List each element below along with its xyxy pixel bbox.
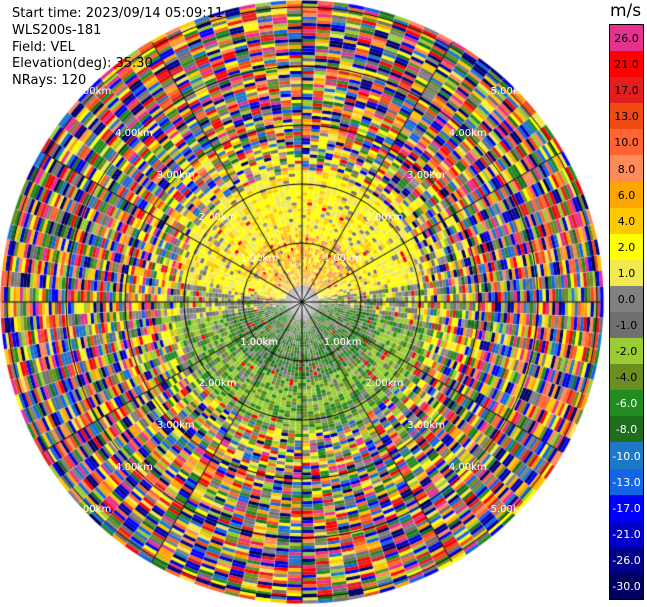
colorbar-segment — [610, 285, 643, 313]
range-ring-label: 1.00km — [323, 253, 362, 265]
colorbar-segment — [610, 338, 643, 365]
colorbar-tick-label: 17.0 — [614, 84, 639, 98]
colorbar-segment — [610, 233, 643, 261]
range-ring-label: 1.00km — [323, 336, 362, 348]
colorbar-tick-label: -4.0 — [615, 371, 638, 385]
colorbar-tick-label: 21.0 — [614, 58, 639, 72]
colorbar-segment — [610, 390, 643, 417]
colorbar-tick-label: 8.0 — [617, 162, 636, 176]
colorbar-segment — [610, 442, 643, 470]
colorbar-tick-label: -10.0 — [612, 449, 641, 463]
elevation-text: Elevation(deg): 35.30 — [12, 56, 153, 71]
colorbar-tick-label: 4.0 — [617, 214, 636, 228]
colorbar-segment — [610, 155, 643, 183]
colorbar-segment — [610, 25, 643, 52]
range-ring-label: 5.00km — [490, 86, 529, 98]
colorbar-segment — [610, 51, 643, 78]
colorbar-tick-label: -17.0 — [612, 501, 641, 515]
colorbar-segment — [610, 207, 643, 235]
range-ring-label: 4.00km — [448, 461, 487, 473]
start-time-text: Start time: 2023/09/14 05:09:11 — [12, 6, 224, 21]
range-ring-label: 2.00km — [365, 211, 404, 223]
range-ring-label: 4.00km — [448, 128, 487, 140]
range-ring-label: 3.00km — [156, 420, 195, 432]
colorbar-tick-label: 0.0 — [617, 292, 636, 306]
instrument-name-text: WLS200s-181 — [12, 23, 102, 38]
colorbar-tick-label: -8.0 — [615, 423, 638, 437]
colorbar-segment — [610, 103, 643, 130]
colorbar-tick-label: -26.0 — [612, 553, 641, 567]
colorbar-tick-label: -6.0 — [615, 397, 638, 411]
colorbar-tick-label: 13.0 — [614, 110, 639, 124]
colorbar-tick-label: -21.0 — [612, 527, 641, 541]
colorbar-segment — [610, 546, 643, 574]
range-ring-label: 4.00km — [115, 461, 153, 473]
colorbar-segment — [610, 259, 643, 287]
range-ring-label: 4.00km — [115, 128, 153, 140]
range-ring-label: 5.00km — [73, 503, 112, 515]
colorbar-tick-label: 2.0 — [617, 240, 636, 254]
colorbar-tick-label: -1.0 — [615, 319, 638, 333]
colorbar-segment — [610, 129, 643, 157]
colorbar-tick-label: -13.0 — [612, 475, 641, 489]
nrays-text: NRays: 120 — [12, 73, 87, 88]
range-ring-label: 3.00km — [407, 420, 445, 432]
colorbar-segment — [610, 468, 643, 496]
colorbar-tick-label: -30.0 — [612, 579, 641, 593]
colorbar-segment — [610, 77, 643, 104]
colorbar-unit-title: m/s — [610, 1, 642, 21]
range-ring-label: 2.00km — [198, 378, 237, 390]
colorbar-segment — [610, 181, 643, 209]
colorbar-tick-label: 26.0 — [614, 32, 639, 46]
range-ring-label: 5.00km — [490, 503, 529, 515]
range-ring-label: 5.00km — [73, 86, 112, 98]
colorbar-tick-label: -2.0 — [615, 345, 638, 359]
colorbar-tick-label: 6.0 — [617, 188, 636, 202]
colorbar-tick-label: 10.0 — [614, 136, 639, 150]
colorbar-segment — [610, 572, 643, 599]
range-ring-label: 2.00km — [365, 378, 404, 390]
colorbar-segment — [610, 312, 643, 339]
colorbar-segment — [610, 494, 643, 522]
colorbar-segment — [610, 520, 643, 548]
field-text: Field: VEL — [12, 40, 75, 55]
colorbar-segment — [610, 416, 643, 444]
colorbar-segment — [610, 364, 643, 391]
range-ring-label: 3.00km — [156, 169, 195, 181]
colorbar — [609, 24, 644, 600]
range-ring-label: 3.00km — [407, 169, 445, 181]
colorbar-tick-label: 1.0 — [617, 266, 636, 280]
range-ring-label: 1.00km — [240, 336, 279, 348]
range-ring-label: 1.00km — [240, 253, 279, 265]
range-ring-label: 2.00km — [198, 211, 237, 223]
